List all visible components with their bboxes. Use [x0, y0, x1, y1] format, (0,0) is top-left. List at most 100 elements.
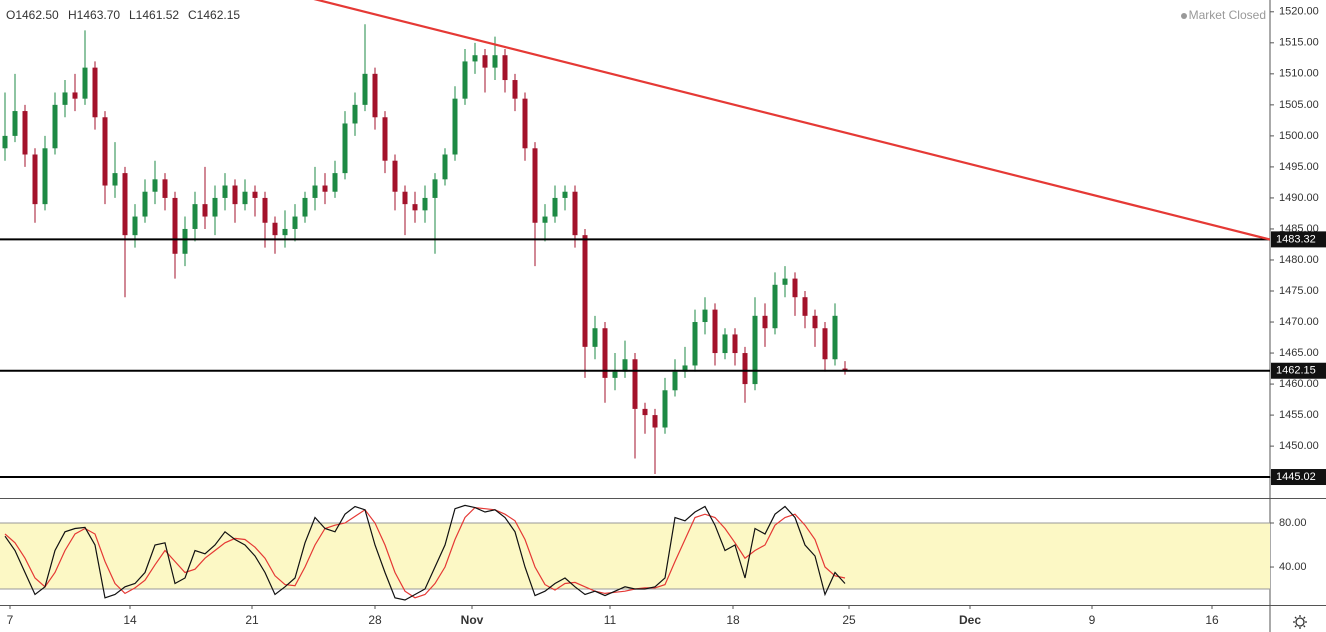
- candle-body: [542, 216, 548, 223]
- candle-body: [22, 111, 28, 155]
- candle-body: [352, 104, 358, 124]
- status-dot: [1181, 13, 1187, 19]
- ohlc-close: C1462.15: [188, 8, 240, 22]
- candle-body: [842, 368, 848, 371]
- y-tick-label: 1480.00: [1279, 254, 1319, 266]
- x-tick-label: Nov: [461, 613, 484, 627]
- candle-body: [52, 104, 58, 149]
- y-tick-label: 1460.00: [1279, 378, 1319, 390]
- x-tick-label: Dec: [959, 613, 981, 627]
- candle-body: [522, 98, 528, 149]
- candle-body: [652, 415, 658, 428]
- x-tick-label: 11: [604, 613, 617, 627]
- y-tick-label: 1470.00: [1279, 316, 1319, 328]
- market-status: Market Closed: [1189, 8, 1266, 22]
- candle-body: [802, 297, 808, 316]
- candle-body: [262, 197, 268, 223]
- candle-body: [552, 197, 558, 217]
- candle-body: [172, 197, 178, 254]
- candle-body: [362, 73, 368, 105]
- candle-body: [322, 185, 328, 192]
- level-label-box: [1271, 469, 1326, 486]
- candle-body: [702, 309, 708, 323]
- x-tick-label: 28: [368, 613, 382, 627]
- candle-body: [212, 197, 218, 217]
- candle-body: [222, 185, 228, 198]
- y-tick-label: 1510.00: [1279, 68, 1319, 80]
- oscillator-band: [0, 523, 1270, 590]
- x-tick-label: 18: [726, 613, 740, 627]
- candle-body: [32, 154, 38, 205]
- candle-body: [752, 315, 758, 385]
- candle-body: [672, 371, 678, 391]
- candle-body: [722, 334, 728, 354]
- ohlc-header: O1462.50 H1463.70 L1461.52 C1462.15: [6, 8, 240, 22]
- candle-body: [532, 148, 538, 223]
- candle-body: [712, 309, 718, 354]
- candle-body: [442, 154, 448, 180]
- y-tick-label: 1495.00: [1279, 161, 1319, 173]
- candle-body: [12, 111, 18, 136]
- candle-body: [82, 67, 88, 99]
- candle-body: [332, 173, 338, 192]
- candle-body: [162, 179, 168, 198]
- y-tick-label: 1450.00: [1279, 440, 1319, 452]
- level-label: 1445.02: [1276, 471, 1316, 483]
- candle-body: [692, 322, 698, 366]
- candle-body: [342, 123, 348, 174]
- candle-body: [392, 160, 398, 192]
- candles: [2, 24, 848, 475]
- settings-icon[interactable]: [1293, 615, 1307, 629]
- y-tick-label: 1475.00: [1279, 285, 1319, 297]
- candle-body: [382, 117, 388, 161]
- candle-body: [412, 204, 418, 211]
- candle-body: [832, 315, 838, 360]
- candle-body: [822, 328, 828, 360]
- candle-body: [512, 80, 518, 99]
- y-tick-label: 40.00: [1279, 561, 1307, 573]
- x-tick-label: 9: [1089, 613, 1096, 627]
- candle-body: [772, 284, 778, 329]
- candle-body: [292, 216, 298, 229]
- y-tick-label: 1505.00: [1279, 99, 1319, 111]
- candle-body: [102, 117, 108, 186]
- candle-body: [232, 185, 238, 205]
- candle-body: [372, 73, 378, 118]
- candle-body: [422, 197, 428, 211]
- candle-body: [182, 228, 188, 254]
- candle-body: [122, 173, 128, 236]
- candle-body: [572, 191, 578, 236]
- y-tick-label: 1500.00: [1279, 130, 1319, 142]
- candle-body: [632, 359, 638, 409]
- candle-body: [42, 148, 48, 205]
- candle-body: [682, 365, 688, 372]
- candle-body: [582, 235, 588, 347]
- y-tick-label: 1490.00: [1279, 192, 1319, 204]
- candle-body: [622, 359, 628, 372]
- x-tick-label: 7: [7, 613, 14, 627]
- candle-body: [732, 334, 738, 354]
- candle-body: [202, 204, 208, 217]
- candle-body: [432, 179, 438, 198]
- candle-body: [782, 278, 788, 285]
- candle-body: [812, 315, 818, 329]
- candle-body: [562, 191, 568, 198]
- y-tick-label: 1515.00: [1279, 37, 1319, 49]
- ohlc-open: O1462.50: [6, 8, 59, 22]
- level-label: 1483.32: [1276, 233, 1316, 245]
- candle-body: [142, 191, 148, 217]
- oscillator-line: [4, 504, 846, 601]
- ohlc-high: H1463.70: [68, 8, 120, 22]
- candle-body: [2, 135, 8, 149]
- level-label-box: [1271, 231, 1326, 248]
- x-tick-label: 16: [1205, 613, 1219, 627]
- candle-body: [642, 408, 648, 416]
- candle-body: [492, 55, 498, 68]
- y-tick-label: 1465.00: [1279, 347, 1319, 359]
- candle-body: [282, 228, 288, 236]
- x-tick-label: 25: [842, 613, 856, 627]
- candle-body: [92, 67, 98, 118]
- candle-body: [402, 191, 408, 205]
